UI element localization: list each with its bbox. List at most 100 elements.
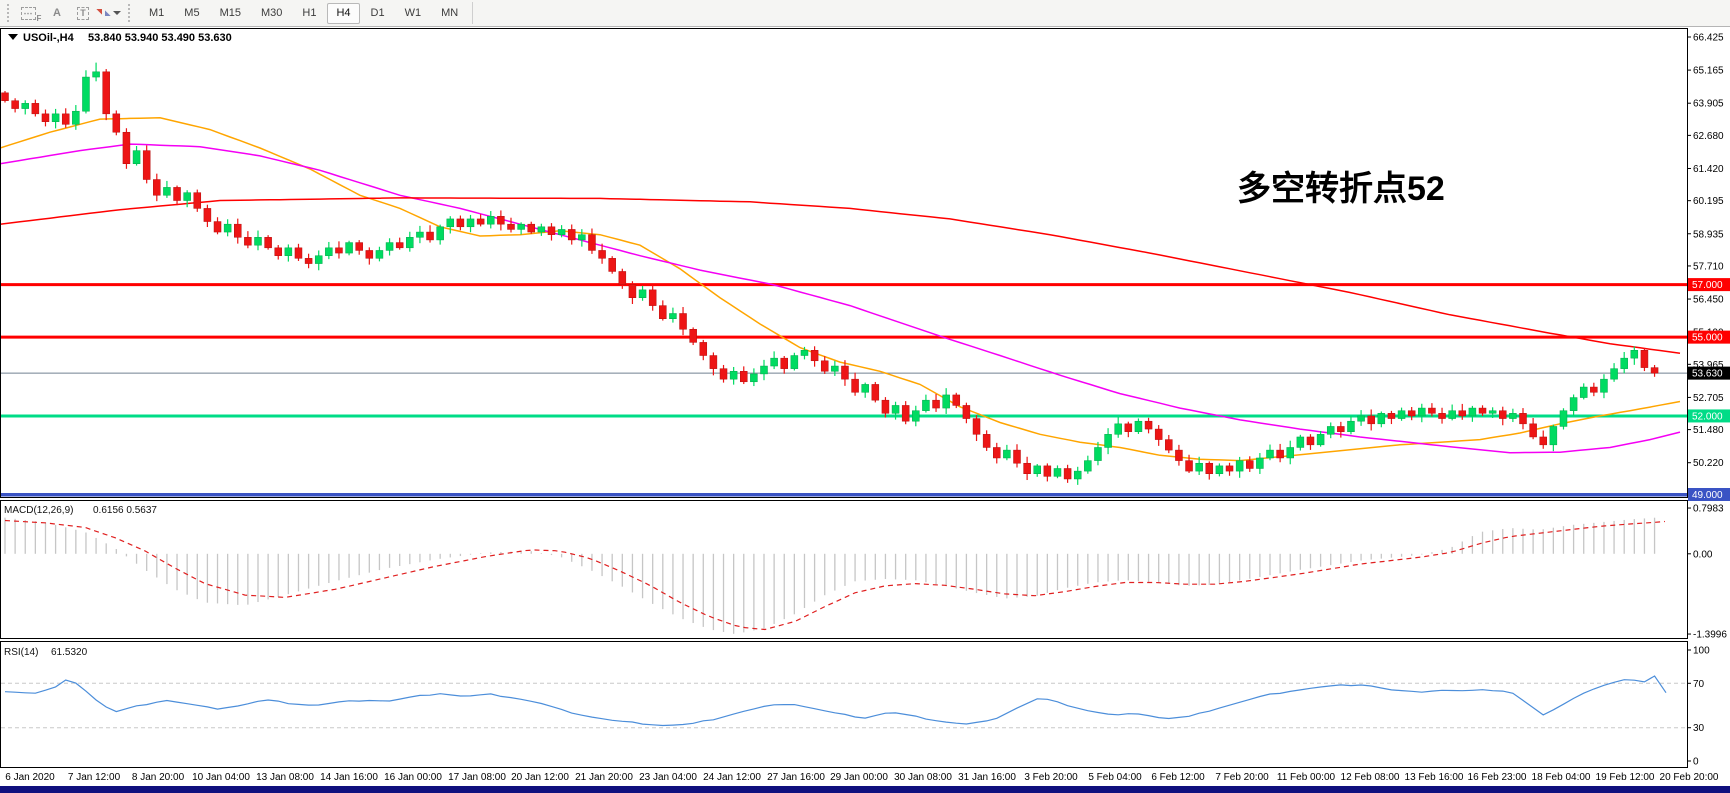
candle-body xyxy=(1407,410,1416,417)
candle-body xyxy=(517,223,525,230)
candle-body xyxy=(729,371,738,380)
price-box-label: 49.000 xyxy=(1692,490,1723,501)
date-label: 30 Jan 08:00 xyxy=(894,772,952,783)
candle-body xyxy=(669,313,677,319)
candle-body xyxy=(1387,413,1396,419)
template-tool-glyph: F xyxy=(36,14,42,23)
candles-layer xyxy=(1,62,1659,485)
candle-body xyxy=(962,405,971,419)
candle-body xyxy=(244,237,252,246)
candle-body xyxy=(1326,426,1335,435)
candle-body xyxy=(588,234,596,251)
candle-body xyxy=(112,113,121,133)
candle-body xyxy=(1286,447,1294,459)
date-label: 31 Jan 16:00 xyxy=(958,772,1016,783)
candle-body xyxy=(1134,420,1143,432)
candle-body xyxy=(1620,357,1628,369)
candle-body xyxy=(851,378,859,393)
candle-body xyxy=(699,342,708,356)
date-label: 14 Jan 16:00 xyxy=(320,772,378,783)
candle-body xyxy=(1397,410,1406,419)
tf-button-W1[interactable]: W1 xyxy=(404,6,422,19)
candle-body xyxy=(770,357,778,367)
timeframe-toolbar-grip[interactable] xyxy=(128,4,134,22)
candle-body xyxy=(426,231,434,241)
candle-body xyxy=(578,234,586,241)
candle-body xyxy=(507,223,515,230)
candle-body xyxy=(1124,423,1133,432)
candle-body xyxy=(153,179,161,196)
candle-body xyxy=(1104,434,1112,448)
candle-body xyxy=(1559,410,1568,427)
macd-panel-border xyxy=(0,500,1688,639)
template-tool-button[interactable]: ⋯ F xyxy=(20,3,42,23)
candle-body xyxy=(31,103,40,115)
dropdown-caret-icon xyxy=(113,11,121,19)
label-tool-glyph: A xyxy=(53,7,61,19)
candle-body xyxy=(1630,350,1639,359)
dashed-box-icon: ⋯ xyxy=(20,6,36,20)
candle-body xyxy=(395,242,404,249)
candle-body xyxy=(1,92,9,101)
tf-button-M1[interactable]: M1 xyxy=(149,6,165,19)
price-tick-label: 52.705 xyxy=(1693,393,1724,404)
ma-slow-line xyxy=(0,197,1681,355)
tf-button-M5[interactable]: M5 xyxy=(184,6,200,19)
tf-button-H1[interactable]: H1 xyxy=(302,6,317,19)
candle-body xyxy=(1266,449,1274,459)
date-label: 16 Jan 00:00 xyxy=(384,772,442,783)
price-tick-label: 62.680 xyxy=(1693,131,1724,142)
date-label: 6 Feb 12:00 xyxy=(1151,772,1205,783)
candle-body xyxy=(1063,468,1072,480)
candle-body xyxy=(51,113,60,122)
candle-body xyxy=(163,187,171,196)
rsi-line xyxy=(4,675,1667,727)
candle-body xyxy=(1357,415,1365,422)
candle-body xyxy=(294,247,303,259)
price-box-53.630 xyxy=(1688,366,1730,380)
price-tick-label: 56.450 xyxy=(1693,295,1724,306)
candle-body xyxy=(1478,407,1487,414)
chart-generated-layers[interactable]: 66.425 65.165 63.905 62.680 61.420 60.195 58.9… xyxy=(0,28,1730,784)
candle-body xyxy=(173,187,181,201)
price-box-57.000 xyxy=(1688,278,1730,292)
candle-body xyxy=(193,192,202,209)
toolbar-separator xyxy=(472,2,474,24)
candle-body xyxy=(820,360,829,372)
tf-button-M15[interactable]: M15 xyxy=(219,6,241,19)
candle-body xyxy=(618,271,627,285)
price-box-label: 55.000 xyxy=(1692,333,1723,344)
price-box-49.000 xyxy=(1688,488,1730,501)
candle-body xyxy=(1539,436,1547,446)
label-tool-button[interactable]: A xyxy=(46,3,68,23)
candle-body xyxy=(325,247,333,256)
date-label: 20 Feb 20:00 xyxy=(1660,772,1719,783)
candle-body xyxy=(82,76,90,112)
candle-body xyxy=(1114,423,1122,435)
candle-body xyxy=(972,418,981,435)
text-tool-button[interactable]: T xyxy=(72,3,94,23)
price-tick-label: 60.195 xyxy=(1693,196,1724,207)
candle-body xyxy=(274,247,282,256)
candle-body xyxy=(497,216,505,225)
candle-body xyxy=(679,313,687,330)
date-label: 7 Feb 20:00 xyxy=(1215,772,1269,783)
chart-annotation: 多空转折点52 xyxy=(1237,170,1445,208)
candle-body xyxy=(11,100,19,109)
tf-button-MN[interactable]: MN xyxy=(441,6,459,19)
candle-body xyxy=(1458,410,1467,417)
tf-button-M30[interactable]: M30 xyxy=(260,6,283,19)
symbol-dropdown-icon[interactable] xyxy=(8,34,18,40)
tf-button-D1[interactable]: D1 xyxy=(370,6,385,19)
macd-tick-label: -1.3996 xyxy=(1693,630,1727,641)
price-tick-label: 51.480 xyxy=(1693,425,1724,436)
candle-body xyxy=(1154,428,1163,440)
toolbar-grip[interactable] xyxy=(7,4,13,22)
tf-button-H4[interactable]: H4 xyxy=(327,2,360,24)
candle-body xyxy=(1316,434,1325,446)
price-tick-label: 66.425 xyxy=(1693,33,1724,44)
drawing-tools-button[interactable] xyxy=(96,3,121,23)
candle-body xyxy=(750,373,758,383)
